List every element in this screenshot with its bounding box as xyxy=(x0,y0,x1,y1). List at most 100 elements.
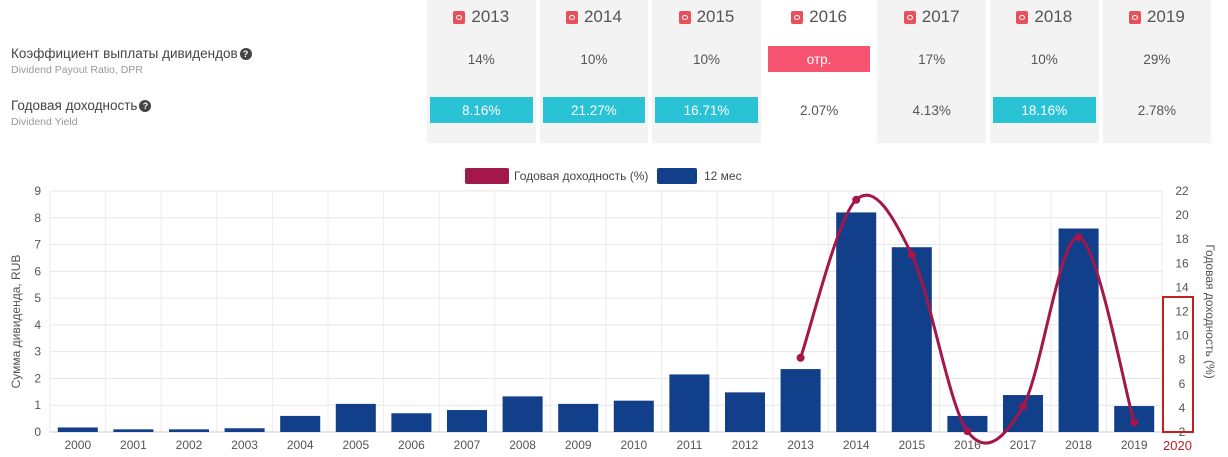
payout-ratio-cell-2013: 14% xyxy=(467,51,495,67)
x-tick-label: 2014 xyxy=(843,438,870,452)
dividend-yield-cell-2013: 8.16% xyxy=(430,97,533,123)
year-column-bg xyxy=(1102,0,1212,143)
x-tick-label: 2018 xyxy=(1065,438,1092,452)
x-tick-label: 2006 xyxy=(398,438,425,452)
year-label: 2015 xyxy=(696,7,735,26)
y-right-tick-label: 8 xyxy=(1179,353,1186,367)
yield-point-2017 xyxy=(1019,402,1027,411)
bar-2015 xyxy=(891,247,932,432)
x-tick-label: 2009 xyxy=(565,438,592,452)
year-header-2015[interactable]: 2015 xyxy=(650,6,763,28)
x-tick-label: 2019 xyxy=(1121,438,1148,452)
legend-swatch-12m xyxy=(657,168,697,184)
dividend-yield-cell-2017: 4.13% xyxy=(912,102,951,118)
payout-ratio-cell-2014: 10% xyxy=(580,51,608,67)
yield-point-2014 xyxy=(852,195,861,204)
bar-2005 xyxy=(335,403,376,432)
question-circle-icon[interactable]: ? xyxy=(239,47,252,60)
bar-2011 xyxy=(669,374,710,432)
dividend-yield-cell-2015: 16.71% xyxy=(655,97,758,123)
x-tick-label: 2003 xyxy=(231,438,258,452)
x-tick-label: 2001 xyxy=(120,438,147,452)
bar-2003 xyxy=(224,428,265,432)
bar-2016 xyxy=(947,415,988,432)
y-right-axis-title: Годовая доходность (%) xyxy=(1203,244,1217,378)
year-label: 2017 xyxy=(921,7,960,26)
year-column-bg xyxy=(877,0,986,143)
x-tick-label: 2017 xyxy=(1010,438,1037,452)
y-tick-label: 8 xyxy=(34,211,41,225)
y-tick-label: 3 xyxy=(34,345,41,359)
dividend-yield-cell-2018: 18.16% xyxy=(993,97,1096,123)
annotation-box xyxy=(1162,296,1194,433)
year-header-2013[interactable]: 2013 xyxy=(425,6,538,28)
bar-2013 xyxy=(780,369,821,432)
x-tick-label: 2004 xyxy=(287,438,314,452)
y-right-tick-label: 16 xyxy=(1175,256,1189,270)
y-right-tick-label: 14 xyxy=(1175,280,1189,294)
bar-2002 xyxy=(168,429,210,432)
x-tick-label: 2011 xyxy=(676,438,702,452)
x-tick-label: 2010 xyxy=(620,438,647,452)
pdf-file-icon xyxy=(1016,10,1029,24)
y-tick-label: 0 xyxy=(34,425,41,439)
y-right-tick-label: 6 xyxy=(1179,377,1186,391)
bar-2006 xyxy=(391,413,432,432)
x-tick-label: 2015 xyxy=(898,438,925,452)
dividend-yield-cell-2014: 21.27% xyxy=(542,97,646,123)
x-tick-label: 2013 xyxy=(787,438,814,452)
y-tick-label: 4 xyxy=(34,318,41,332)
year-header-2019[interactable]: 2019 xyxy=(1101,6,1214,28)
year-label: 2014 xyxy=(583,7,622,26)
x-tick-label: 2005 xyxy=(342,438,369,452)
payout-ratio-cell-2017: 17% xyxy=(918,51,946,67)
year-header-2016[interactable]: 2016 xyxy=(763,6,876,28)
bar-2012 xyxy=(724,392,766,432)
y-right-tick-label: 10 xyxy=(1175,329,1189,343)
bar-2000 xyxy=(57,427,98,432)
bar-2018 xyxy=(1058,228,1099,432)
yield-point-2016 xyxy=(963,427,972,436)
pdf-file-icon xyxy=(903,10,916,24)
payout-ratio-sublabel: Dividend Payout Ratio, DPR xyxy=(11,64,143,76)
dividend-yield-sublabel: Dividend Yield xyxy=(11,116,78,128)
payout-ratio-cell-2018: 10% xyxy=(1030,51,1058,67)
bar-2004 xyxy=(280,415,321,432)
pdf-file-icon xyxy=(1128,10,1141,24)
year-header-2018[interactable]: 2018 xyxy=(988,6,1101,28)
pdf-file-icon xyxy=(791,10,804,24)
dividend-yield-cell-2016: 2.07% xyxy=(799,102,839,118)
bar-2009 xyxy=(558,403,599,432)
y-tick-label: 5 xyxy=(34,291,41,305)
y-tick-label: 6 xyxy=(34,264,41,278)
dividend-yield-label: Годовая доходность xyxy=(11,98,138,113)
bar-2007 xyxy=(446,410,488,432)
y-right-tick-label: 4 xyxy=(1179,401,1186,415)
yield-point-2019 xyxy=(1130,418,1139,427)
year-header-2014[interactable]: 2014 xyxy=(538,6,651,28)
x-tick-label: 2002 xyxy=(176,438,203,452)
pdf-file-icon xyxy=(678,10,691,24)
yield-point-2015 xyxy=(907,250,916,259)
dividend-yield-row-label: Годовая доходность? Dividend Yield xyxy=(11,98,152,128)
payout-ratio-cell-2015: 10% xyxy=(692,51,720,67)
year-label: 2019 xyxy=(1146,7,1185,26)
y-tick-label: 2 xyxy=(34,371,41,385)
x-tick-label: 2016 xyxy=(954,438,981,452)
pdf-file-icon xyxy=(565,10,578,24)
x-tick-label: 2008 xyxy=(509,438,536,452)
yield-point-2013 xyxy=(796,353,805,362)
y-right-tick-label: 22 xyxy=(1175,184,1189,198)
payout-ratio-label: Коэффициент выплаты дивидендов xyxy=(11,46,238,61)
legend-label-yield: Годовая доходность (%) xyxy=(514,169,648,183)
x-tick-label: 2007 xyxy=(454,438,481,452)
year-header-2017[interactable]: 2017 xyxy=(875,6,988,28)
year-label: 2016 xyxy=(809,7,847,26)
x-tick-label: 2012 xyxy=(732,438,759,452)
bar-2014 xyxy=(836,212,877,432)
payout-ratio-row-label: Коэффициент выплаты дивидендов? Dividend… xyxy=(11,46,252,76)
y-axis-title: Сумма дивиденда, RUB xyxy=(9,255,23,389)
question-circle-icon[interactable]: ? xyxy=(139,99,152,112)
x-tick-label: 2000 xyxy=(64,438,91,452)
y-right-tick-label: 18 xyxy=(1175,232,1189,246)
